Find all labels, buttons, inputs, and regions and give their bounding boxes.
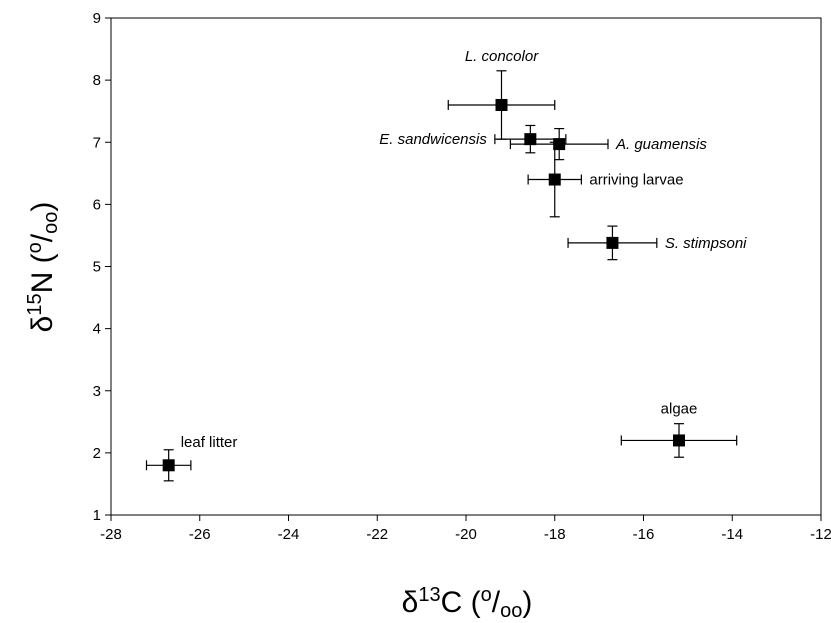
y-tick-label: 1 — [93, 507, 101, 524]
square-marker — [553, 138, 566, 151]
x-tick-label: -16 — [633, 526, 655, 543]
square-marker — [606, 236, 619, 249]
y-tick-label: 9 — [93, 10, 101, 27]
square-marker — [548, 173, 561, 186]
data-point: algae — [620, 401, 738, 458]
point-label: leaf litter — [181, 434, 238, 451]
square-marker — [495, 98, 508, 111]
y-tick-label: 5 — [93, 259, 101, 276]
y-tick-label: 3 — [93, 383, 101, 400]
point-label: S. stimpsoni — [665, 235, 747, 252]
data-points: L. concolor E. sandwicensis A. guamensis ar… — [145, 48, 747, 482]
point-label: L. concolor — [465, 48, 539, 65]
data-point: A. guamensis — [509, 127, 707, 161]
point-label: A. guamensis — [615, 136, 707, 153]
axis-ticks: -28 -26 -24 -22 -20 -18 -16 -14 -12 1 2 3 4 5 6 7 8 9 — [93, 10, 831, 543]
square-marker — [162, 459, 175, 472]
data-point: S. stimpsoni — [567, 225, 747, 261]
x-tick-label: -24 — [278, 526, 300, 543]
data-point: E. sandwicensis — [379, 124, 567, 154]
data-point: leaf litter — [145, 434, 238, 482]
y-tick-label: 2 — [93, 445, 101, 462]
y-tick-label: 8 — [93, 72, 101, 89]
y-tick-label: 4 — [93, 321, 101, 338]
x-tick-label: -26 — [189, 526, 211, 543]
data-point: L. concolor — [447, 48, 556, 140]
square-marker — [524, 133, 537, 146]
point-label: E. sandwicensis — [379, 131, 487, 148]
y-tick-label: 7 — [93, 134, 101, 151]
x-tick-label: -14 — [721, 526, 743, 543]
point-label: algae — [661, 401, 698, 418]
data-point: arriving larvae — [527, 141, 684, 218]
x-tick-label: -22 — [366, 526, 388, 543]
y-tick-label: 6 — [93, 196, 101, 213]
x-axis-title: δ13C (o/oo) — [402, 584, 533, 622]
x-tick-label: -28 — [100, 526, 122, 543]
x-tick-label: -12 — [810, 526, 831, 543]
square-marker — [673, 434, 685, 447]
x-tick-label: -20 — [455, 526, 477, 543]
x-tick-label: -18 — [544, 526, 566, 543]
y-axis-title: δ15N (o/oo) — [24, 202, 62, 333]
point-label: arriving larvae — [589, 172, 683, 189]
